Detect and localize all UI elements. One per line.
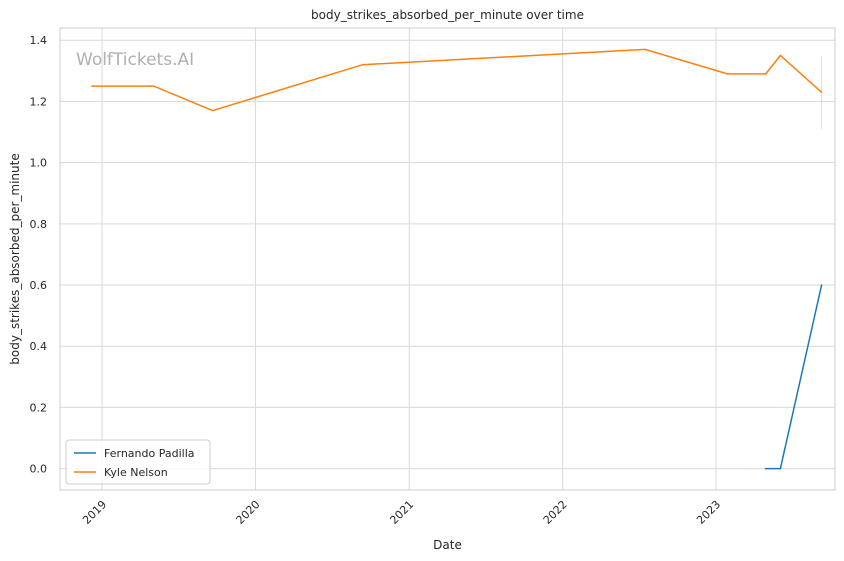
y-tick-label: 0.4 <box>30 340 48 353</box>
legend-label-kyle-nelson: Kyle Nelson <box>104 466 168 479</box>
kyle-nelson-point <box>820 91 823 94</box>
x-tick-label: 2023 <box>694 498 723 527</box>
x-tick-label: 2022 <box>541 498 570 527</box>
kyle-nelson-point <box>361 63 364 66</box>
kyle-nelson-point <box>764 73 767 75</box>
x-tick-label: 2019 <box>80 498 109 527</box>
x-tick-labels: 2019 2020 2021 2022 2023 <box>80 498 723 527</box>
y-tick-label: 0.8 <box>30 218 48 231</box>
x-tick-label: 2021 <box>387 498 416 527</box>
kyle-nelson-point <box>152 85 155 87</box>
y-tick-label: 0.2 <box>30 401 48 414</box>
fernando-padilla-point <box>820 284 823 286</box>
kyle-nelson-point <box>726 73 729 75</box>
kyle-nelson-point <box>211 109 214 112</box>
plot-frame <box>59 27 836 491</box>
legend-label-fernando-padilla: Fernando Padilla <box>104 447 195 460</box>
legend: Fernando Padilla Kyle Nelson <box>65 439 211 485</box>
x-tick-label: 2020 <box>234 498 263 527</box>
kyle-nelson-point <box>91 85 93 87</box>
y-tick-label: 1.0 <box>30 157 48 170</box>
y-tick-label: 0.0 <box>30 463 48 476</box>
kyle-nelson-point <box>779 54 782 57</box>
watermark: WolfTickets.AI <box>76 50 194 70</box>
fernando-padilla-point <box>764 467 767 470</box>
chart-title: body_strikes_absorbed_per_minute over ti… <box>311 8 584 22</box>
gridlines <box>60 28 835 490</box>
legend-box <box>65 439 211 485</box>
series-layer <box>91 48 823 470</box>
y-tick-label: 0.6 <box>30 279 48 292</box>
kyle-nelson-point <box>644 48 646 51</box>
y-axis-label: body_strikes_absorbed_per_minute <box>8 153 22 364</box>
x-axis-label: Date <box>433 538 462 552</box>
y-tick-labels: 0.0 0.2 0.4 0.6 0.8 1.0 1.2 1.4 <box>30 34 48 475</box>
y-tick-label: 1.2 <box>30 95 48 108</box>
fernando-padilla-line <box>765 284 823 470</box>
y-tick-label: 1.4 <box>30 34 48 47</box>
fernando-padilla-point <box>779 467 782 470</box>
